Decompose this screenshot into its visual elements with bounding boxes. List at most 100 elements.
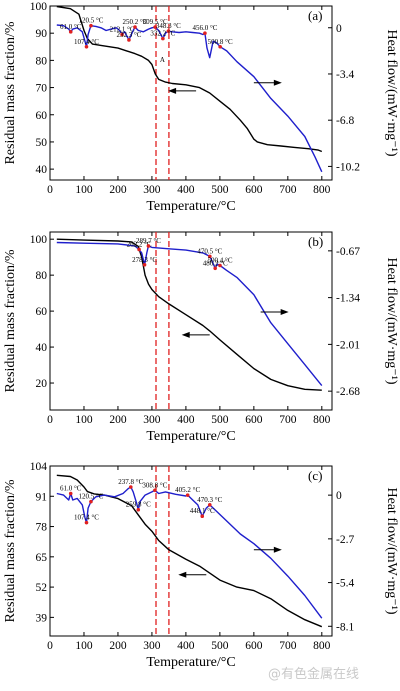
- y-right-tick-label: -3.4: [336, 69, 354, 81]
- panel-label: (b): [308, 234, 323, 249]
- x-tick-label: 300: [143, 414, 161, 426]
- peak-label: 212.1 °C: [110, 26, 135, 34]
- peak-marker: [166, 29, 171, 33]
- peak-label: 348.3 °C: [156, 22, 181, 30]
- peak-label: 120.5 °C: [78, 493, 103, 501]
- y-right-tick-label: 0: [336, 23, 342, 35]
- y-left-tick-label: 78: [36, 522, 48, 534]
- x-axis-label: Temperature/°C: [146, 655, 235, 670]
- peak-marker: [84, 44, 89, 49]
- peak-marker: [213, 266, 217, 271]
- heat-flow-curve: [56, 24, 323, 173]
- peak-marker: [68, 30, 73, 34]
- peak-marker: [84, 520, 89, 525]
- peak-marker: [142, 263, 147, 267]
- y-right-tick-label: -1.34: [336, 293, 360, 305]
- y-right-tick-label: -8.1: [336, 621, 354, 633]
- plot-frame: [49, 231, 333, 411]
- peak-label: 448.1 °C: [190, 507, 215, 515]
- peak-label: 308.8 °C: [142, 481, 167, 489]
- x-tick-label: 600: [245, 184, 263, 196]
- peak-marker: [68, 491, 73, 496]
- peak-marker: [137, 247, 141, 252]
- peak-marker: [89, 499, 93, 504]
- chart-panel-3: 0 100 200 300 400 500 600 700 800 39 52 65 78 91 104 0 -…: [3, 461, 399, 670]
- y-right-axis-label: Heat flow/(mW·mg⁻¹): [384, 257, 399, 384]
- x-tick-label: 100: [75, 414, 93, 426]
- y-right-tick-label: -2.68: [336, 386, 360, 398]
- x-tick-label: 600: [245, 640, 263, 652]
- y-right-tick-label: -6.8: [336, 115, 354, 127]
- peak-marker: [127, 38, 131, 42]
- watermark-text: @有色金属在线: [268, 666, 359, 682]
- x-tick-label: 300: [143, 640, 161, 652]
- peak-label: 237.8 °C: [118, 478, 143, 486]
- peak-marker: [161, 36, 165, 41]
- y-left-tick-label: 20: [36, 378, 48, 390]
- y-right-tick-label: -10.2: [336, 161, 360, 173]
- peak-label: 309.5 °C: [143, 18, 168, 26]
- peak-label: 232.3 °C: [116, 31, 141, 39]
- y-left-tick-label: 91: [36, 491, 48, 503]
- x-tick-label: 700: [279, 184, 297, 196]
- region-label: A: [160, 56, 165, 64]
- peak-label: 61.0 °C: [60, 485, 82, 493]
- x-tick-label: 500: [211, 184, 229, 196]
- peak-label: 332.2 °C: [150, 30, 175, 38]
- panel-label: (a): [308, 8, 322, 23]
- x-tick-label: 0: [47, 184, 53, 196]
- y-left-tick-label: 39: [36, 612, 48, 624]
- peak-marker: [133, 25, 137, 29]
- y-left-axis-label: Residual mass fraction/%: [3, 249, 18, 392]
- y-right-tick-label: -5.4: [336, 578, 354, 590]
- x-tick-label: 800: [313, 414, 331, 426]
- peak-label: 107.4 °C: [74, 514, 99, 522]
- heat-flow-axis-arrowhead: [280, 308, 289, 315]
- y-left-axis-label: Residual mass fraction/%: [3, 479, 18, 622]
- y-left-tick-label: 50: [36, 137, 48, 149]
- y-left-tick-label: 80: [36, 270, 48, 282]
- x-axis-label: Temperature/°C: [146, 199, 235, 214]
- y-left-tick-label: 80: [36, 55, 48, 67]
- y-left-tick-label: 90: [36, 28, 48, 40]
- x-tick-label: 800: [313, 184, 331, 196]
- peak-label: 470.3 °C: [197, 496, 222, 504]
- heat-flow-axis-arrowhead: [273, 79, 282, 86]
- peak-label: 262.2 °C: [127, 240, 152, 248]
- plot-frame: [49, 5, 333, 181]
- peak-label: 486.2 °C: [203, 259, 228, 267]
- peak-marker: [200, 514, 205, 518]
- heat-flow-curve: [56, 486, 323, 619]
- tg-curve: [56, 474, 323, 628]
- x-tick-label: 700: [279, 414, 297, 426]
- x-tick-label: 100: [75, 184, 93, 196]
- peak-label: 470.5 °C: [197, 247, 222, 255]
- y-right-tick-label: -2.01: [336, 339, 360, 351]
- peak-marker: [218, 263, 222, 268]
- peak-marker: [153, 488, 157, 493]
- y-left-tick-label: 40: [36, 164, 48, 176]
- peak-marker: [120, 32, 124, 37]
- x-axis-label: Temperature/°C: [146, 429, 235, 444]
- y-right-tick-label: 0: [336, 490, 342, 502]
- x-tick-label: 0: [47, 414, 53, 426]
- peak-marker: [153, 25, 157, 29]
- peak-label: 289.7 °C: [136, 237, 161, 245]
- tg-axis-arrowhead: [178, 571, 187, 578]
- peak-marker: [185, 493, 190, 497]
- y-left-tick-label: 60: [36, 306, 48, 318]
- x-tick-label: 800: [313, 640, 331, 652]
- y-left-tick-label: 65: [36, 552, 48, 564]
- tg-axis-arrowhead: [168, 87, 177, 94]
- y-right-tick-label: -0.67: [336, 246, 360, 258]
- x-tick-label: 500: [211, 414, 229, 426]
- peak-label: 120.5 °C: [78, 17, 103, 25]
- y-left-tick-label: 104: [30, 461, 48, 473]
- peak-label: 405.2 °C: [175, 486, 200, 494]
- x-tick-label: 500: [211, 640, 229, 652]
- x-tick-label: 400: [177, 414, 195, 426]
- x-tick-label: 400: [177, 184, 195, 196]
- y-left-tick-label: 52: [36, 582, 48, 594]
